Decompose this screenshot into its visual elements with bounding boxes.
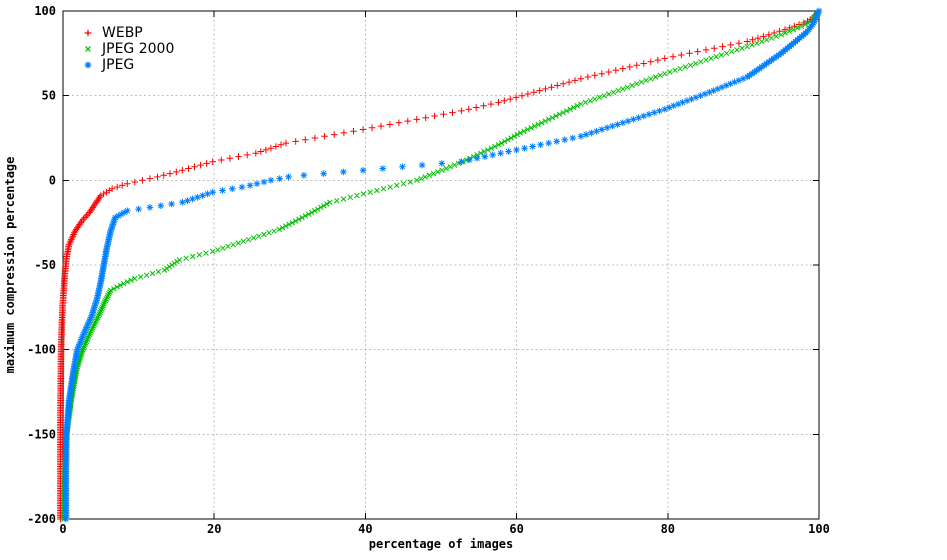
y-axis-title: maximum compression percentage (3, 157, 17, 374)
x-tick-label: 100 (808, 522, 830, 536)
x-axis-title: percentage of images (369, 537, 514, 551)
x-tick-label: 80 (661, 522, 675, 536)
legend-item-jpeg: JPEG (80, 57, 174, 73)
series-webp (57, 7, 823, 523)
series-jpeg (62, 7, 823, 523)
legend-item-jpeg2000: JPEG 2000 (80, 41, 174, 57)
x-tick-label: 60 (509, 522, 523, 536)
legend-label-jpeg2000: JPEG 2000 (102, 41, 175, 57)
legend-label-webp: WEBP (102, 25, 143, 41)
tick-labels: 0 20 40 60 80 100 100 50 0 -50 -100 -150 -200 (27, 4, 830, 536)
x-tick-label: 0 (59, 522, 66, 536)
series-markers (62, 7, 823, 523)
y-tick-label: 0 (49, 173, 56, 187)
x-tick-label: 20 (207, 522, 221, 536)
webp-plus-marker-icon (84, 29, 92, 37)
y-tick-label: 50 (42, 89, 56, 103)
x-tick-label: 40 (358, 522, 372, 536)
series-plots (57, 7, 823, 523)
jpeg-star-marker-icon (84, 61, 92, 69)
legend: WEBP JPEG 2000 JPEG (80, 25, 174, 73)
y-tick-label: -200 (27, 512, 56, 526)
legend-label-jpeg: JPEG (102, 57, 135, 73)
y-tick-label: 100 (34, 4, 56, 18)
y-tick-label: -50 (34, 258, 56, 272)
jpeg2000-cross-marker-icon (85, 46, 91, 52)
legend-item-webp: WEBP (80, 25, 174, 41)
series-markers (57, 7, 823, 523)
y-tick-label: -150 (27, 427, 56, 441)
y-tick-label: -100 (27, 343, 56, 357)
